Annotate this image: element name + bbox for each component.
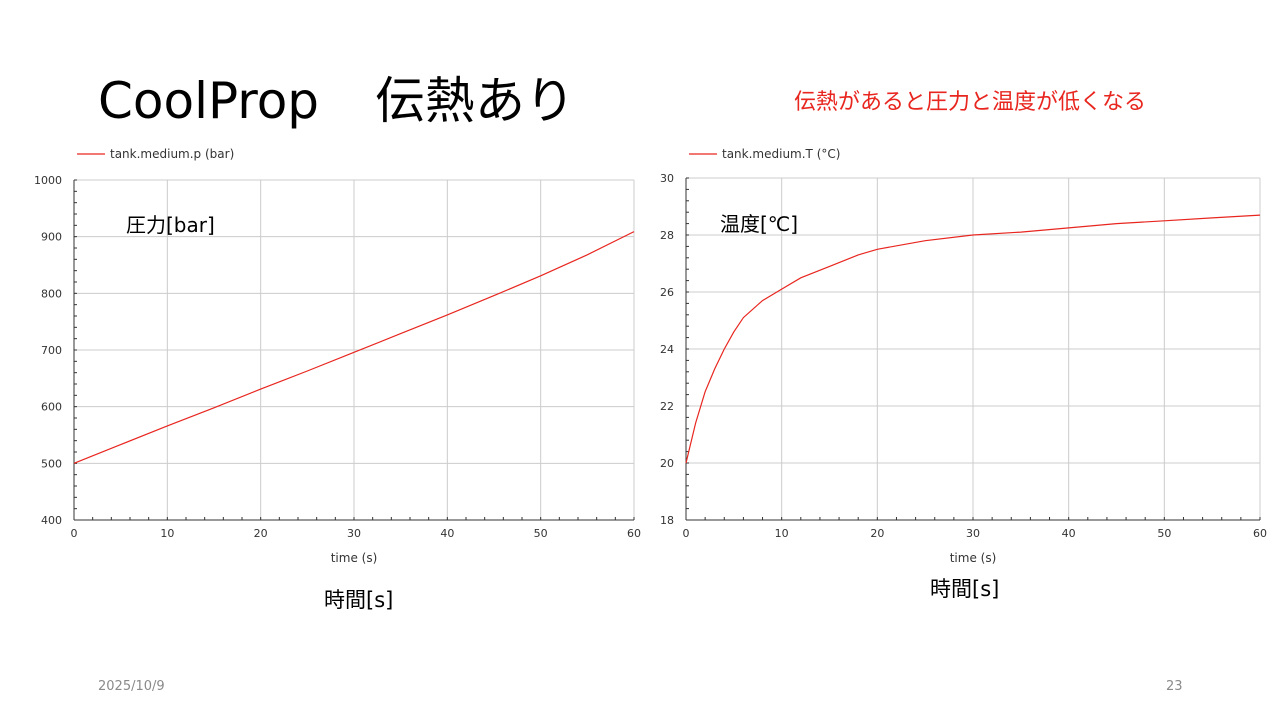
temperature-x-tick-label: 10: [775, 527, 789, 540]
pressure-chart: 0 10 20 30 40 50 60 400 500 600 700 800 900 1000 time …: [34, 147, 641, 565]
pressure-x-tick-label: 60: [627, 527, 641, 540]
temperature-legend-label: tank.medium.T (°C): [722, 147, 840, 161]
title-japanese: 伝熱あり: [375, 72, 576, 130]
pressure-x-axis-title: time (s): [331, 551, 378, 565]
pressure-x-caption: 時間[s]: [324, 588, 394, 612]
slide-page-number: 23: [1166, 679, 1183, 694]
temperature-y-tick-label: 18: [660, 514, 674, 527]
pressure-x-tick-label: 20: [254, 527, 268, 540]
temperature-x-tick-label: 40: [1062, 527, 1076, 540]
temperature-y-tick-label: 26: [660, 286, 674, 299]
pressure-y-tick-label: 1000: [34, 174, 62, 187]
temperature-y-tick-label: 22: [660, 400, 674, 413]
annotation-note: 伝熱があると圧力と温度が低くなる: [794, 90, 1147, 115]
temperature-x-tick-label: 30: [966, 527, 980, 540]
slide-date: 2025/10/9: [98, 679, 165, 694]
temperature-chart: 0 10 20 30 40 50 60 18 20 22 24 26 28 30 time (s) tank.…: [660, 147, 1267, 565]
pressure-y-tick-label: 500: [41, 457, 62, 470]
pressure-y-tick-label: 700: [41, 344, 62, 357]
slide-title: CoolProp 伝熱あり: [98, 66, 575, 136]
temperature-y-tick-label: 24: [660, 343, 674, 356]
pressure-y-tick-label: 600: [41, 401, 62, 414]
pressure-legend-label: tank.medium.p (bar): [110, 147, 234, 161]
temperature-series-line: [685, 214, 1261, 464]
pressure-x-tick-label: 30: [347, 527, 361, 540]
temperature-x-caption: 時間[s]: [930, 577, 1000, 601]
temperature-x-axis-title: time (s): [950, 551, 997, 565]
pressure-y-tick-label: 900: [41, 231, 62, 244]
pressure-x-tick-label: 40: [440, 527, 454, 540]
pressure-x-tick-label: 50: [534, 527, 548, 540]
temperature-y-tick-label: 30: [660, 172, 674, 185]
pressure-y-tick-label: 800: [41, 287, 62, 300]
temperature-y-tick-label: 28: [660, 229, 674, 242]
temperature-x-tick-label: 20: [870, 527, 884, 540]
pressure-y-tick-label: 400: [41, 514, 62, 527]
pressure-series-line: [73, 231, 635, 464]
temperature-x-tick-label: 50: [1157, 527, 1171, 540]
temperature-x-tick-label: 60: [1253, 527, 1267, 540]
title-english: CoolProp: [98, 72, 320, 130]
temperature-x-tick-label: 0: [683, 527, 690, 540]
pressure-x-tick-label: 10: [160, 527, 174, 540]
pressure-x-tick-label: 0: [71, 527, 78, 540]
pressure-annotation: 圧力[bar]: [126, 213, 215, 237]
temperature-annotation: 温度[℃]: [720, 212, 798, 236]
temperature-y-tick-label: 20: [660, 457, 674, 470]
